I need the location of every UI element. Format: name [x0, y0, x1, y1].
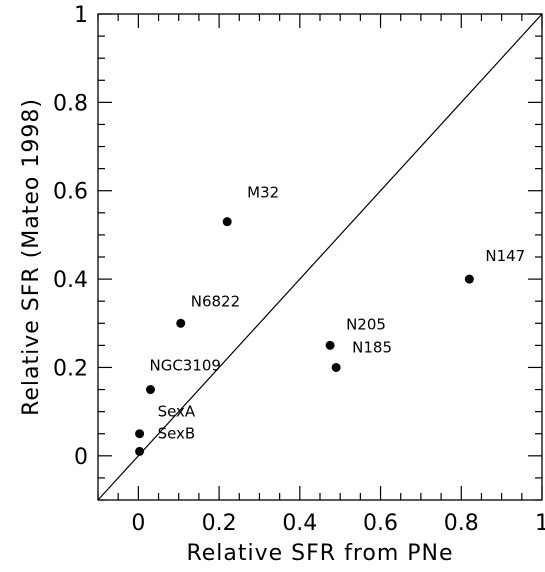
- y-tick-label: 1: [74, 3, 88, 28]
- data-point: [331, 362, 341, 372]
- data-point: [176, 318, 186, 328]
- data-point: [135, 429, 145, 439]
- x-tick-label: 0.8: [444, 511, 479, 536]
- data-point: [222, 217, 232, 227]
- y-tick-label: 0.8: [53, 91, 88, 116]
- point-label: N147: [485, 247, 525, 265]
- y-tick-label: 0.4: [53, 268, 88, 293]
- x-tick-label: 0.4: [282, 511, 317, 536]
- point-label: N205: [346, 315, 386, 333]
- y-tick-label: 0.6: [53, 180, 88, 205]
- point-label: M32: [247, 184, 279, 202]
- x-tick-label: 1: [535, 511, 545, 536]
- y-axis-label: Relative SFR (Mateo 1998): [19, 98, 44, 416]
- x-tick-label: 0: [131, 511, 145, 536]
- point-label: SexA: [158, 403, 196, 421]
- y-tick-label: 0.2: [53, 356, 88, 381]
- data-point: [325, 340, 335, 350]
- one-to-one-line: [97, 13, 543, 501]
- data-point: [135, 446, 145, 456]
- data-point: [145, 385, 155, 395]
- point-label: N6822: [191, 292, 240, 310]
- x-axis-label: Relative SFR from PNe: [186, 541, 453, 566]
- point-label: NGC3109: [149, 357, 221, 375]
- data-point: [464, 274, 474, 284]
- point-label: SexB: [158, 424, 196, 442]
- point-label: N185: [352, 338, 392, 356]
- y-tick-label: 0: [74, 445, 88, 470]
- x-tick-label: 0.6: [363, 511, 398, 536]
- x-tick-label: 0.2: [202, 511, 237, 536]
